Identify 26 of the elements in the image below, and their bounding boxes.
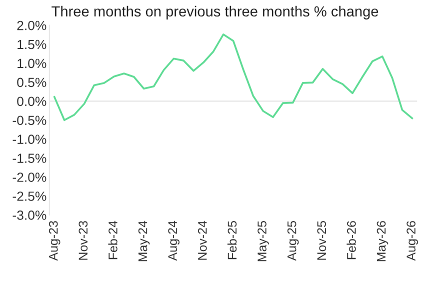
x-tick-label: Aug-24: [168, 220, 180, 261]
x-tick-label: Feb-26: [346, 221, 356, 260]
x-tick-label: Aug-25: [287, 221, 299, 261]
x-tick-label: Aug-26: [406, 221, 418, 261]
y-tick-label: 0.5%: [17, 78, 46, 88]
x-tick-label: Nov-23: [78, 221, 88, 260]
y-tick-label: -1.0%: [12, 134, 46, 144]
x-tick-label: Aug-23: [48, 221, 60, 261]
x-tick-label: May-25: [258, 221, 269, 262]
x-tick-label: May-24: [138, 220, 150, 262]
y-tick-label: 1.5%: [18, 40, 46, 50]
line-series: [54, 33, 414, 122]
y-tick-label: -2.5%: [12, 192, 46, 201]
x-tick-label: Nov-24: [198, 220, 207, 260]
x-tick-label: Feb-25: [227, 221, 237, 260]
y-tick-label: -0.5%: [12, 116, 46, 126]
x-tick-label: Feb-24: [108, 220, 118, 260]
x-tick-label: Nov-25: [317, 221, 326, 260]
chart-title: Three months on previous three months % change: [52, 6, 378, 20]
y-tick-label: 1.0%: [18, 58, 46, 68]
y-tick-label: 2.0%: [17, 20, 46, 30]
y-tick-label: -2.0%: [12, 172, 46, 182]
y-tick-label: -3.0%: [12, 210, 46, 220]
x-tick-label: May-26: [376, 221, 388, 262]
y-tick-label: -1.5%: [12, 154, 46, 163]
y-tick-label: 0.0%: [17, 96, 46, 106]
